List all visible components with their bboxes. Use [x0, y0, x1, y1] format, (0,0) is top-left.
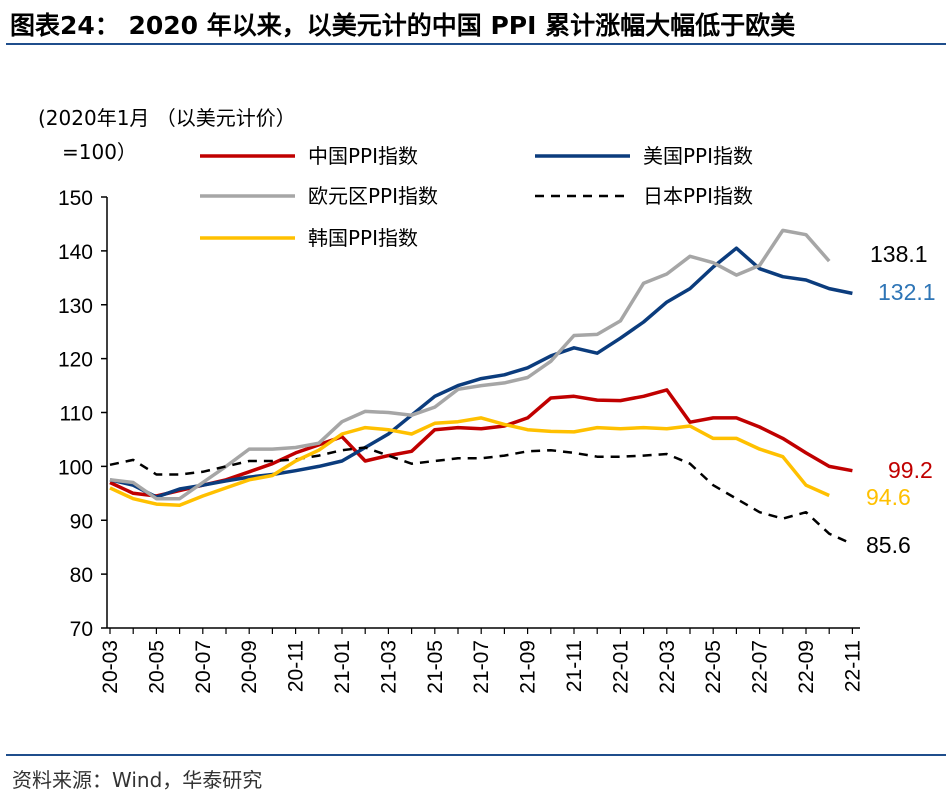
legend-label: 中国PPI指数: [308, 144, 418, 168]
y-tick-label: 90: [70, 510, 93, 533]
unit-label-line1: (2020年1月 （以美元计价）: [38, 106, 296, 130]
unit-label-line2: =100）: [62, 140, 137, 164]
x-tick-label: 22-05: [702, 640, 725, 694]
source-note: 资料来源：Wind，华泰研究: [12, 768, 263, 792]
x-tick-label: 22-01: [609, 640, 632, 694]
y-tick-label: 130: [58, 295, 93, 318]
footer-divider: [6, 754, 946, 756]
x-tick-label: 22-07: [749, 640, 772, 694]
series-line-4: [109, 416, 830, 507]
y-tick-label: 80: [70, 564, 93, 587]
end-value-label: 85.6: [866, 532, 911, 558]
y-tick-label: 150: [58, 187, 93, 210]
x-tick-label: 21-03: [377, 640, 400, 694]
series-line-0: [109, 388, 853, 498]
x-tick-label: 21-09: [517, 640, 540, 694]
x-tick-label: 22-03: [656, 640, 679, 694]
x-tick-label: 20-05: [145, 640, 168, 694]
end-value-label: 94.6: [866, 484, 911, 510]
x-tick-label: 21-01: [331, 640, 354, 694]
end-value-label: 132.1: [878, 279, 936, 305]
title-divider: [6, 43, 946, 45]
x-tick-label: 22-09: [795, 640, 818, 694]
series-line-2: [109, 228, 831, 501]
legend-label: 日本PPI指数: [643, 184, 753, 208]
y-tick-label: 70: [70, 618, 93, 641]
y-tick-label: 140: [58, 241, 93, 264]
legend-label: 韩国PPI指数: [308, 226, 418, 250]
x-tick-label: 20-03: [99, 640, 122, 694]
end-value-label: 99.2: [888, 457, 933, 483]
x-tick-label: 21-05: [424, 640, 447, 694]
figure-title: 图表24： 2020 年以来，以美元计的中国 PPI 累计涨幅大幅低于欧美: [10, 11, 796, 40]
x-tick-label: 20-09: [238, 640, 261, 694]
series-line-1: [109, 246, 853, 499]
end-value-label: 138.1: [870, 241, 928, 267]
y-tick-label: 100: [58, 456, 93, 479]
x-tick-label: 20-07: [192, 640, 215, 694]
y-tick-label: 110: [60, 403, 93, 426]
legend-label: 美国PPI指数: [643, 144, 753, 168]
x-tick-label: 21-07: [470, 640, 493, 694]
x-tick-label: 22-11: [841, 640, 864, 692]
x-tick-label: 21-11: [563, 640, 586, 692]
y-tick-label: 120: [58, 349, 93, 372]
legend-label: 欧元区PPI指数: [308, 184, 438, 208]
x-tick-label: 20-11: [285, 640, 308, 692]
series-line-3: [109, 446, 853, 546]
